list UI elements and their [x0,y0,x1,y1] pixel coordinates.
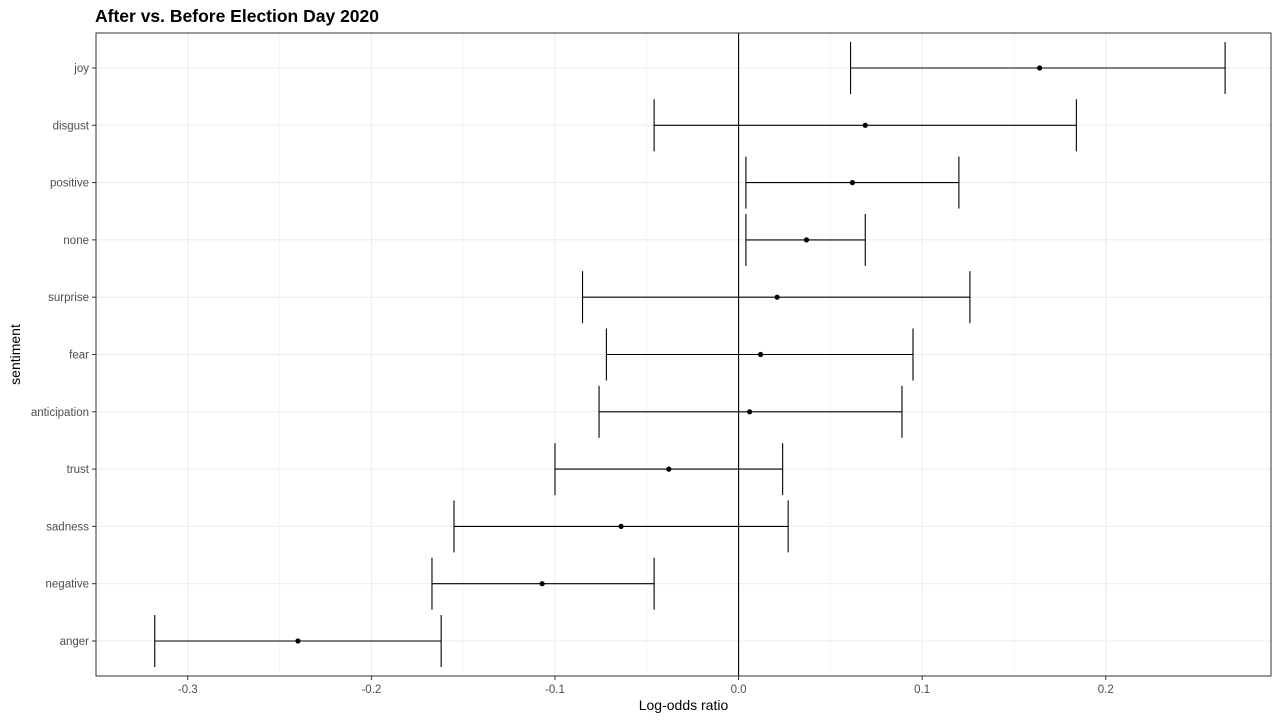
errorbar-none [745,213,866,266]
x-tick-label: -0.1 [545,684,565,696]
estimate-point-anger [295,638,301,644]
errorbar-joy [850,42,1226,94]
y-axis-title: sentiment [7,324,23,385]
y-tick-label-sadness: sadness [46,521,89,533]
estimate-point-surprise [774,294,780,300]
estimate-point-fear [758,351,764,358]
y-tick-label-surprise: surprise [48,292,89,304]
x-tick-label: -0.2 [361,684,381,696]
estimate-point-joy [1037,65,1043,71]
estimate-point-negative [539,581,545,587]
y-tick-label-anticipation: anticipation [31,407,89,419]
estimate-point-disgust [862,122,868,128]
errorbar-disgust [653,99,1077,152]
estimate-point-positive [849,180,856,186]
x-tick-label: -0.3 [178,684,198,696]
errorbar-negative [431,557,655,610]
x-tick-label: 0.0 [731,684,747,696]
y-tick-label-fear: fear [69,350,89,362]
estimate-point-anticipation [746,409,753,415]
estimate-point-none [803,237,810,243]
y-tick-label-negative: negative [46,579,89,591]
axes: -0.3 -0.2 -0.1 0.0 0.1 0.2 joy disgust positive n… [31,63,1114,696]
errorbar-surprise [581,271,971,324]
y-tick-label-none: none [63,235,89,247]
errorbar-trust [554,443,784,496]
errorbar-anticipation [598,385,903,438]
y-tick-label-positive: positive [50,178,89,190]
estimate-point-trust [666,466,672,472]
y-tick-label-trust: trust [67,464,90,476]
y-tick-label-joy: joy [73,63,89,75]
estimate-point-sadness [618,523,624,530]
x-tick-label: 0.1 [914,684,930,696]
y-tick-label-disgust: disgust [53,120,90,132]
x-axis-title: Log-odds ratio [639,697,729,713]
errorbar-anger [154,615,442,667]
errorbar-sadness [453,500,789,553]
y-tick-label-anger: anger [60,636,90,648]
data-layer [154,42,1226,667]
x-tick-label: 0.2 [1098,684,1114,696]
errorbar-fear [605,328,914,381]
errorbar-positive [745,156,960,209]
chart-title: After vs. Before Election Day 2020 [95,6,379,26]
